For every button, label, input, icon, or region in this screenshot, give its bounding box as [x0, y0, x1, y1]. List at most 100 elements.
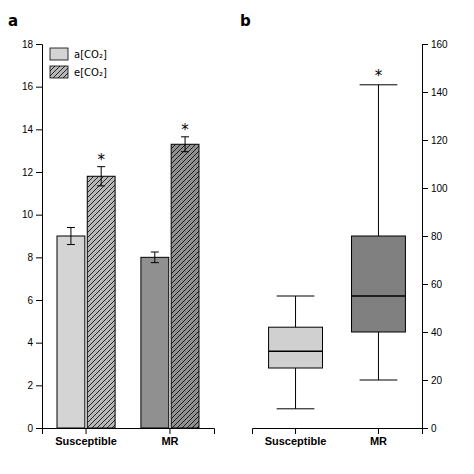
box	[269, 296, 323, 409]
y-tick: 80	[422, 231, 443, 242]
y-tick: 14	[22, 124, 42, 135]
legend-item: a[CO₂]	[50, 48, 107, 60]
y-tick: 12	[22, 167, 42, 178]
legend-label: a[CO₂]	[74, 49, 107, 60]
x-tick-mark	[86, 428, 87, 434]
y-tick-mark	[36, 257, 42, 258]
y-tick-mark	[422, 188, 428, 189]
x-tick-mark	[378, 428, 379, 434]
y-tick: 4	[27, 337, 42, 348]
y-tick-label: 8	[27, 252, 33, 263]
whisker-cap	[360, 380, 398, 381]
y-tick-mark	[36, 300, 42, 301]
y-tick-label: 12	[22, 167, 34, 178]
y-tick-mark	[422, 332, 428, 333]
y-tick: 2	[27, 380, 42, 391]
error-bar-cap	[181, 151, 189, 152]
x-tick: MR	[370, 428, 387, 447]
y-tick: 16	[22, 81, 42, 92]
y-tick: 60	[422, 279, 443, 290]
x-tick-label: MR	[161, 435, 178, 447]
annotation: *	[375, 67, 383, 85]
y-tick-mark	[422, 44, 428, 45]
y-tick-mark	[36, 44, 42, 45]
y-tick-label: 16	[22, 81, 34, 92]
y-tick: 20	[422, 375, 443, 386]
y-tick: 8	[27, 252, 42, 263]
whisker-cap	[277, 296, 315, 297]
y-tick-mark	[36, 385, 42, 386]
y-tick-label: 0	[27, 423, 33, 434]
y-axis: 0 20 40 60 80 100 120 140 160	[422, 39, 448, 434]
bar	[171, 144, 199, 428]
legend-swatch	[50, 66, 68, 78]
y-tick: 10	[22, 209, 42, 220]
y-tick-mark	[36, 428, 42, 429]
annotation: *	[181, 121, 189, 139]
box-body	[352, 236, 406, 332]
legend-item: e[CO₂]	[50, 66, 107, 78]
y-tick: 120	[422, 135, 448, 146]
y-tick: 160	[422, 39, 448, 50]
box	[352, 85, 406, 380]
x-tick-mark	[295, 428, 296, 434]
y-tick-mark	[36, 215, 42, 216]
y-tick-mark	[422, 380, 428, 381]
median	[352, 295, 406, 297]
whisker	[295, 296, 296, 327]
panel-a: **024681012141618SusceptibleMRa[CO₂]e[CO…	[8, 12, 215, 447]
x-tick: MR	[161, 428, 178, 447]
y-tick: 18	[22, 39, 42, 50]
axis-domain	[423, 45, 429, 429]
y-tick-label: 6	[27, 295, 33, 306]
axis-domain	[253, 429, 423, 435]
whisker	[295, 368, 296, 409]
y-tick-mark	[36, 87, 42, 88]
y-tick-label: 18	[22, 39, 34, 50]
annotations: **	[97, 121, 189, 169]
median	[269, 350, 323, 352]
y-tick: 140	[422, 87, 448, 98]
y-tick-label: 120	[431, 135, 448, 146]
y-tick: 100	[422, 183, 448, 194]
y-tick-label: 20	[431, 375, 443, 386]
y-tick-mark	[422, 92, 428, 93]
error-bar	[181, 137, 189, 152]
y-axis: 0 2 4 6 8 10 12 14 16 18	[22, 39, 43, 434]
x-tick-label: Susceptible	[55, 435, 117, 447]
axis-domain	[43, 429, 215, 435]
y-tick-label: 140	[431, 87, 448, 98]
annotation: *	[97, 151, 105, 169]
y-tick: 0	[422, 423, 437, 434]
y-tick-mark	[36, 129, 42, 130]
bar	[141, 257, 169, 428]
chart-svg: **024681012141618SusceptibleMRa[CO₂]e[CO…	[0, 0, 474, 474]
x-axis: Susceptible MR	[43, 428, 215, 447]
error-bar-cap	[97, 185, 105, 186]
bar	[87, 176, 115, 428]
y-tick-mark	[422, 284, 428, 285]
y-tick-label: 60	[431, 279, 443, 290]
error-bar-line	[101, 167, 102, 186]
x-tick-mark	[169, 428, 170, 434]
box-body	[269, 327, 323, 368]
axis-domain	[36, 45, 43, 429]
y-tick: 0	[27, 423, 42, 434]
error-bar-cap	[151, 252, 159, 253]
y-tick: 40	[422, 327, 443, 338]
y-tick-mark	[36, 172, 42, 173]
x-axis: SusceptibleMR	[253, 428, 423, 447]
x-tick: Susceptible	[55, 428, 117, 447]
y-tick-label: 2	[27, 380, 33, 391]
panel-title: a	[8, 12, 18, 30]
whisker	[378, 332, 379, 380]
bar-series	[87, 137, 199, 428]
error-bar-cap	[151, 262, 159, 263]
y-tick-mark	[36, 343, 42, 344]
error-bar-cap	[67, 227, 75, 228]
bar	[57, 236, 85, 428]
whisker-cap	[277, 408, 315, 409]
panel-b: *020406080100120140160SusceptibleMRb	[240, 12, 448, 447]
y-tick-label: 10	[22, 209, 34, 220]
error-bar-line	[154, 252, 155, 263]
